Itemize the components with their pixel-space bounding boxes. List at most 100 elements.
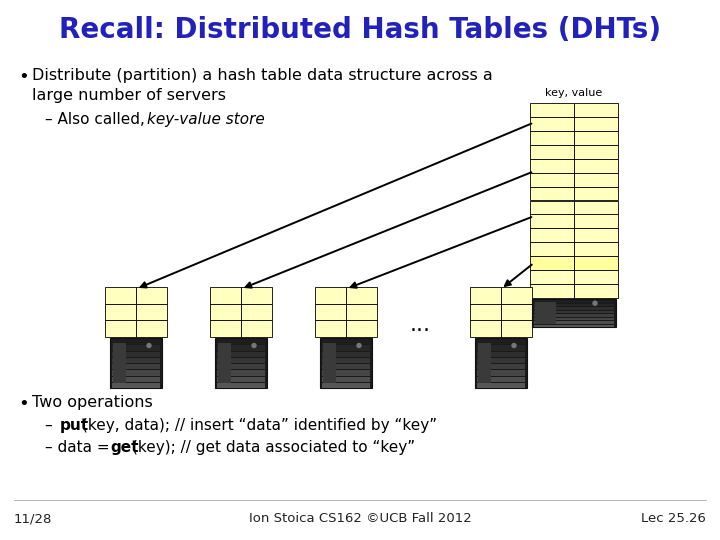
Bar [574,284,618,298]
Bar [501,303,532,320]
Bar [534,310,614,313]
Bar [105,320,136,337]
Bar [217,364,265,369]
Bar [346,303,377,320]
Bar [217,339,265,345]
Bar [112,376,160,382]
Bar [574,103,618,117]
Bar [530,173,574,187]
Bar [574,270,618,284]
Text: 11/28: 11/28 [14,512,53,525]
Bar [218,343,231,383]
Bar [530,200,574,214]
Bar [241,287,272,303]
Bar [315,320,346,337]
Text: – Also called,: – Also called, [45,112,150,127]
Bar [530,187,574,200]
Bar [574,187,618,200]
Bar [322,376,370,382]
Bar [535,302,556,324]
Text: key, value: key, value [545,88,603,98]
Bar [530,228,574,242]
Bar [112,364,160,369]
Bar [534,300,614,302]
Bar [112,345,160,350]
Text: put: put [60,418,89,433]
Bar [322,383,370,388]
Bar [477,364,525,369]
Bar [315,303,346,320]
Bar [574,159,618,173]
Text: •: • [18,68,29,86]
Bar [320,338,372,388]
Bar [532,299,616,327]
Bar [501,287,532,303]
Bar [110,338,162,388]
Bar [530,270,574,284]
Bar [534,318,614,320]
Bar [136,320,167,337]
Bar [346,320,377,337]
Bar [315,287,346,303]
Bar [210,287,241,303]
Bar [574,131,618,145]
Bar [534,314,614,316]
Bar [323,343,336,383]
Bar [574,228,618,242]
Text: Recall: Distributed Hash Tables (DHTs): Recall: Distributed Hash Tables (DHTs) [59,16,661,44]
Text: •: • [18,395,29,413]
Bar [530,103,574,117]
Bar [534,321,614,323]
Bar [530,242,574,256]
Bar [322,357,370,363]
Bar [217,357,265,363]
Bar [217,376,265,382]
Bar [477,357,525,363]
Bar [530,145,574,159]
Text: –: – [45,418,58,433]
Bar [530,131,574,145]
Bar [530,256,574,270]
Bar [215,338,267,388]
Text: Distribute (partition) a hash table data structure across a: Distribute (partition) a hash table data… [32,68,492,83]
Bar [530,284,574,298]
Bar [534,303,614,306]
Bar [574,145,618,159]
Bar [322,352,370,357]
Bar [574,256,618,270]
Bar [477,339,525,345]
Bar [112,383,160,388]
Bar [210,303,241,320]
Bar [470,303,501,320]
Bar [530,117,574,131]
Text: ...: ... [410,315,431,335]
Circle shape [147,343,151,348]
Bar [477,352,525,357]
Bar [346,287,377,303]
Circle shape [357,343,361,348]
Bar [534,325,614,327]
Bar [322,364,370,369]
Text: – data =: – data = [45,440,114,455]
Bar [475,338,527,388]
Bar [217,352,265,357]
Text: (key, data); // insert “data” identified by “key”: (key, data); // insert “data” identified… [82,418,437,433]
Bar [112,339,160,345]
Bar [217,383,265,388]
Bar [530,159,574,173]
Circle shape [593,301,597,305]
Bar [113,343,126,383]
Bar [470,320,501,337]
Bar [210,320,241,337]
Bar [574,117,618,131]
Bar [136,303,167,320]
Bar [574,214,618,228]
Bar [105,303,136,320]
Bar [477,345,525,350]
Bar [112,357,160,363]
Text: Two operations: Two operations [32,395,153,410]
Bar [241,303,272,320]
Bar [322,345,370,350]
Circle shape [512,343,516,348]
Bar [574,173,618,187]
